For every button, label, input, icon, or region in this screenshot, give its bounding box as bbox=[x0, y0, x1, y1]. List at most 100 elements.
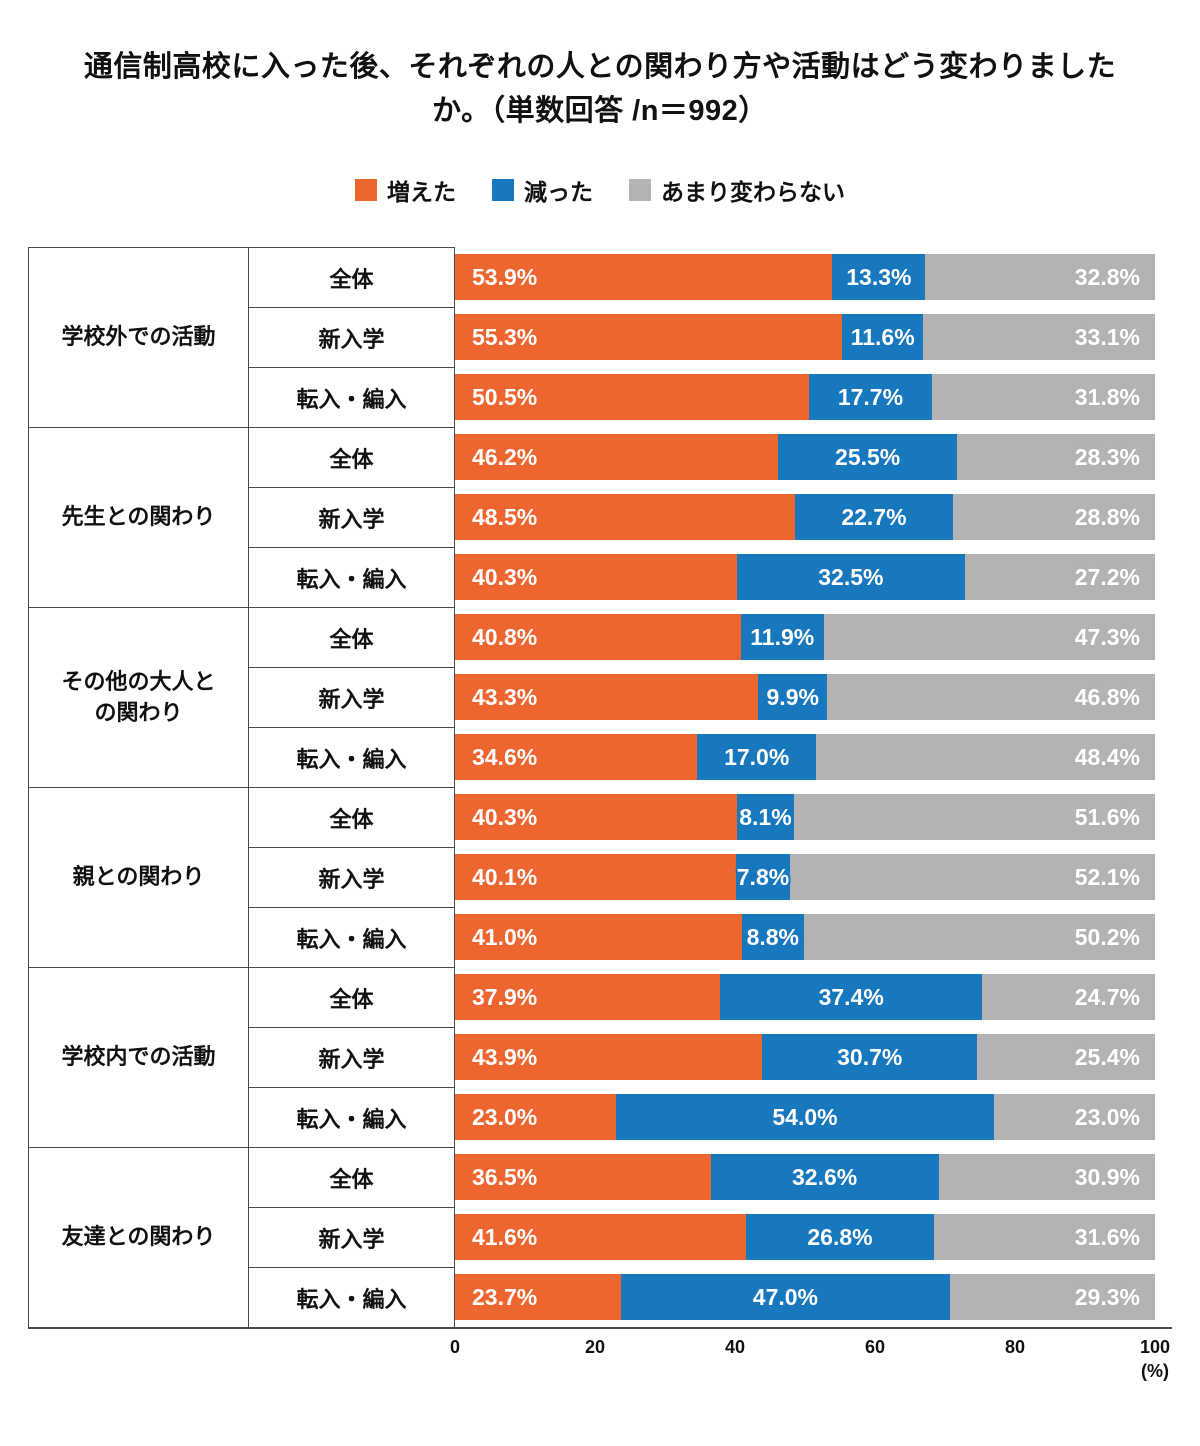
bar-value-label: 28.8% bbox=[1074, 503, 1140, 530]
bar-value-label: 43.3% bbox=[472, 683, 538, 710]
bar-value-label: 54.0% bbox=[772, 1103, 838, 1130]
bar-row: 40.3% 32.5% 27.2% bbox=[455, 547, 1155, 607]
bar-segment-increased: 48.5% bbox=[455, 494, 795, 540]
bar-segment-increased: 41.0% bbox=[455, 914, 742, 960]
bar-segment-unchanged: 24.7% bbox=[982, 974, 1155, 1020]
row-label: 全体 bbox=[248, 247, 455, 307]
stacked-bar: 43.3% 9.9% 46.8% bbox=[455, 674, 1155, 720]
stacked-bar: 23.0% 54.0% 23.0% bbox=[455, 1094, 1155, 1140]
bar-segment-increased: 40.8% bbox=[455, 614, 741, 660]
stacked-bar: 34.6% 17.0% 48.4% bbox=[455, 734, 1155, 780]
row-label: 全体 bbox=[248, 967, 455, 1027]
legend-label-unchanged: あまり変わらない bbox=[661, 179, 845, 205]
bar-segment-unchanged: 23.0% bbox=[994, 1094, 1155, 1140]
bar-value-label: 33.1% bbox=[1074, 323, 1140, 350]
bar-value-label: 27.2% bbox=[1074, 563, 1140, 590]
bar-segment-unchanged: 28.8% bbox=[953, 494, 1155, 540]
bar-segment-increased: 40.1% bbox=[455, 854, 736, 900]
group-label: 先生との関わり bbox=[28, 427, 248, 607]
bar-segment-increased: 43.9% bbox=[455, 1034, 763, 1080]
bar-value-label: 52.1% bbox=[1074, 863, 1140, 890]
row-label: 新入学 bbox=[248, 487, 455, 547]
bar-segment-unchanged: 31.6% bbox=[933, 1214, 1155, 1260]
bar-segment-unchanged: 47.3% bbox=[823, 614, 1155, 660]
bar-row: 23.0% 54.0% 23.0% bbox=[455, 1087, 1155, 1147]
bar-value-label: 48.4% bbox=[1074, 743, 1140, 770]
row-label: 転入・編入 bbox=[248, 907, 455, 967]
bar-value-label: 40.1% bbox=[472, 863, 538, 890]
bar-segment-increased: 53.9% bbox=[455, 254, 833, 300]
bar-segment-increased: 50.5% bbox=[455, 374, 809, 420]
stacked-bar: 40.3% 8.1% 51.6% bbox=[455, 794, 1155, 840]
x-axis: 0 20 40 60 80 100 (%) bbox=[450, 1329, 1170, 1385]
bar-row: 43.3% 9.9% 46.8% bbox=[455, 667, 1155, 727]
row-label: 転入・編入 bbox=[248, 727, 455, 787]
bar-segment-unchanged: 51.6% bbox=[793, 794, 1155, 840]
bar-segment-decreased: 25.5% bbox=[778, 434, 957, 480]
stacked-bar: 53.9% 13.3% 32.8% bbox=[455, 254, 1155, 300]
row-label: 新入学 bbox=[248, 667, 455, 727]
bar-segment-decreased: 47.0% bbox=[620, 1274, 950, 1320]
bar-segment-decreased: 7.8% bbox=[735, 854, 791, 900]
bar-row: 50.5% 17.7% 31.8% bbox=[455, 367, 1155, 427]
bar-value-label: 55.3% bbox=[472, 323, 538, 350]
bar-value-label: 9.9% bbox=[766, 683, 819, 710]
bar-value-label: 7.8% bbox=[736, 863, 790, 890]
stacked-bar: 40.1% 7.8% 52.1% bbox=[455, 854, 1155, 900]
stacked-bar: 37.9% 37.4% 24.7% bbox=[455, 974, 1155, 1020]
bar-value-label: 41.6% bbox=[472, 1223, 538, 1250]
bar-segment-unchanged: 29.3% bbox=[949, 1274, 1155, 1320]
bar-segment-decreased: 13.3% bbox=[832, 254, 926, 300]
bar-value-label: 37.4% bbox=[818, 983, 884, 1010]
legend-swatch-increased-icon bbox=[355, 179, 377, 201]
row-label: 転入・編入 bbox=[248, 367, 455, 427]
bar-value-label: 8.8% bbox=[746, 923, 800, 950]
bar-segment-decreased: 9.9% bbox=[758, 674, 828, 720]
bar-value-label: 26.8% bbox=[807, 1223, 873, 1250]
bar-segment-unchanged: 48.4% bbox=[816, 734, 1155, 780]
row-label: 全体 bbox=[248, 607, 455, 667]
page: 通信制高校に入った後、それぞれの人との関わり方や活動はどう変わりましたか。（単数… bbox=[0, 46, 1200, 1385]
bar-value-label: 46.8% bbox=[1074, 683, 1140, 710]
stacked-bar: 36.5% 32.6% 30.9% bbox=[455, 1154, 1155, 1200]
stacked-bar: 40.8% 11.9% 47.3% bbox=[455, 614, 1155, 660]
bar-value-label: 28.3% bbox=[1074, 443, 1140, 470]
bar-segment-increased: 37.9% bbox=[455, 974, 721, 1020]
bar-value-label: 25.4% bbox=[1074, 1043, 1140, 1070]
row-label: 全体 bbox=[248, 787, 455, 847]
bar-value-label: 34.6% bbox=[472, 743, 538, 770]
bar-row: 36.5% 32.6% 30.9% bbox=[455, 1147, 1155, 1207]
bar-row: 55.3% 11.6% 33.1% bbox=[455, 307, 1155, 367]
chart-title: 通信制高校に入った後、それぞれの人との関わり方や活動はどう変わりましたか。（単数… bbox=[83, 51, 1117, 127]
bar-segment-unchanged: 50.2% bbox=[803, 914, 1155, 960]
stacked-bar: 23.7% 47.0% 29.3% bbox=[455, 1274, 1155, 1320]
bar-segment-decreased: 8.8% bbox=[742, 914, 804, 960]
bar-segment-unchanged: 52.1% bbox=[790, 854, 1155, 900]
bar-value-label: 8.1% bbox=[739, 803, 792, 830]
bar-value-label: 17.7% bbox=[837, 383, 904, 410]
bar-value-label: 51.6% bbox=[1074, 803, 1140, 830]
legend-item-unchanged: あまり変わらない bbox=[629, 173, 845, 207]
bar-row: 40.1% 7.8% 52.1% bbox=[455, 847, 1155, 907]
bar-value-label: 40.3% bbox=[472, 563, 538, 590]
bar-segment-decreased: 54.0% bbox=[616, 1094, 994, 1140]
stacked-bar: 41.6% 26.8% 31.6% bbox=[455, 1214, 1155, 1260]
group-label: 友達との関わり bbox=[28, 1147, 248, 1327]
bar-row: 41.6% 26.8% 31.6% bbox=[455, 1207, 1155, 1267]
bar-value-label: 47.0% bbox=[752, 1283, 818, 1310]
row-label: 新入学 bbox=[248, 307, 455, 367]
bar-value-label: 30.7% bbox=[837, 1043, 903, 1070]
bar-segment-decreased: 17.0% bbox=[697, 734, 817, 780]
bar-row: 48.5% 22.7% 28.8% bbox=[455, 487, 1155, 547]
legend-swatch-decreased-icon bbox=[492, 179, 514, 201]
bar-value-label: 17.0% bbox=[724, 743, 790, 770]
bar-segment-decreased: 32.5% bbox=[737, 554, 965, 600]
stacked-bar: 50.5% 17.7% 31.8% bbox=[455, 374, 1155, 420]
bar-value-label: 11.9% bbox=[750, 623, 815, 650]
bar-segment-decreased: 26.8% bbox=[746, 1214, 934, 1260]
row-label: 新入学 bbox=[248, 1027, 455, 1087]
bar-row: 41.0% 8.8% 50.2% bbox=[455, 907, 1155, 967]
bar-row: 37.9% 37.4% 24.7% bbox=[455, 967, 1155, 1027]
bar-segment-decreased: 17.7% bbox=[808, 374, 933, 420]
bar-value-label: 46.2% bbox=[472, 443, 538, 470]
